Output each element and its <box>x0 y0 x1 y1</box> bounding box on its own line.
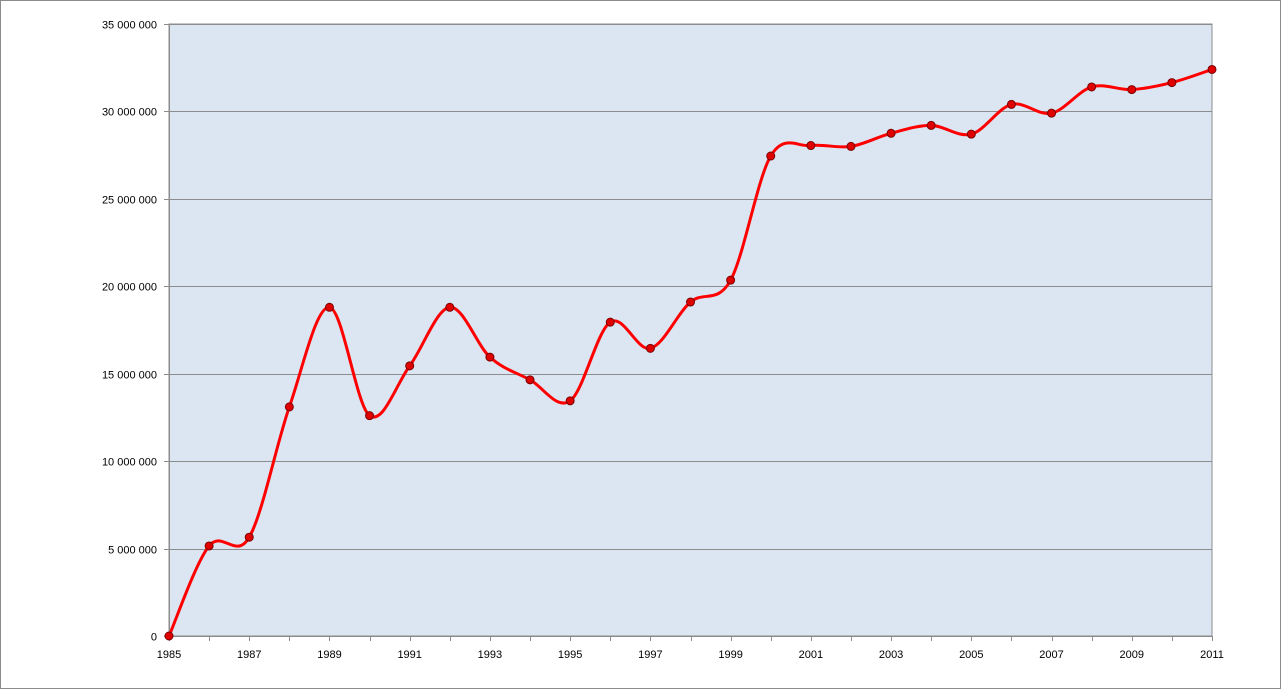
y-tick-label: 35 000 000 <box>102 20 157 32</box>
x-tick-label: 1999 <box>718 649 742 661</box>
x-tick-label: 2009 <box>1120 649 1144 661</box>
x-tick-label: 2007 <box>1039 649 1063 661</box>
data-point <box>485 352 495 362</box>
data-point <box>1127 85 1137 95</box>
data-point <box>966 129 976 139</box>
x-tick-label: 1989 <box>317 649 341 661</box>
x-tick-label: 1991 <box>397 649 421 661</box>
data-point <box>726 275 736 285</box>
y-tick-label: 10 000 000 <box>102 457 157 469</box>
data-point <box>926 120 936 130</box>
x-tick-label: 2001 <box>799 649 823 661</box>
x-axis-tick-labels: 1985 1987 1989 1991 1993 1995 1997 1999 2001 2003… <box>157 649 1224 661</box>
y-tick-label: 0 <box>151 632 157 644</box>
data-point <box>445 302 455 312</box>
data-point <box>244 532 254 542</box>
data-point <box>1006 99 1016 109</box>
data-point-markers <box>164 64 1217 641</box>
y-tick-label: 30 000 000 <box>102 107 157 119</box>
data-point <box>324 302 334 312</box>
y-tick-label: 15 000 000 <box>102 370 157 382</box>
y-tick-label: 5 000 000 <box>108 545 157 557</box>
y-tick-label: 25 000 000 <box>102 195 157 207</box>
x-tick-label: 1985 <box>157 649 181 661</box>
data-point <box>605 317 615 327</box>
series-line <box>167 68 1213 637</box>
data-point <box>846 141 856 151</box>
data-point <box>1167 78 1177 88</box>
x-tick-label: 2003 <box>879 649 903 661</box>
x-tick-label: 1997 <box>638 649 662 661</box>
data-point <box>405 361 415 371</box>
data-point <box>1207 64 1217 74</box>
data-point <box>365 411 375 421</box>
x-tick-label: 1993 <box>478 649 502 661</box>
y-axis-tick-labels: 0 5 000 000 10 000 000 15 000 000 20 000 000… <box>102 20 157 644</box>
y-tick-label: 20 000 000 <box>102 282 157 294</box>
x-tick-label: 1987 <box>237 649 261 661</box>
data-point <box>1087 82 1097 92</box>
x-tick-label: 1995 <box>558 649 582 661</box>
data-point <box>164 631 174 641</box>
data-point <box>204 541 214 551</box>
data-point <box>565 396 575 406</box>
data-point <box>766 151 776 161</box>
data-point <box>645 343 655 353</box>
data-point <box>1047 108 1057 118</box>
plot-area <box>168 23 1213 637</box>
grid-lines <box>164 24 1212 637</box>
data-point <box>886 128 896 138</box>
x-tick-label: 2011 <box>1200 649 1224 661</box>
data-point <box>806 141 816 151</box>
data-point <box>284 402 294 412</box>
axes <box>169 24 1213 641</box>
data-point <box>686 297 695 307</box>
data-point <box>525 375 535 385</box>
x-tick-label: 2005 <box>959 649 983 661</box>
